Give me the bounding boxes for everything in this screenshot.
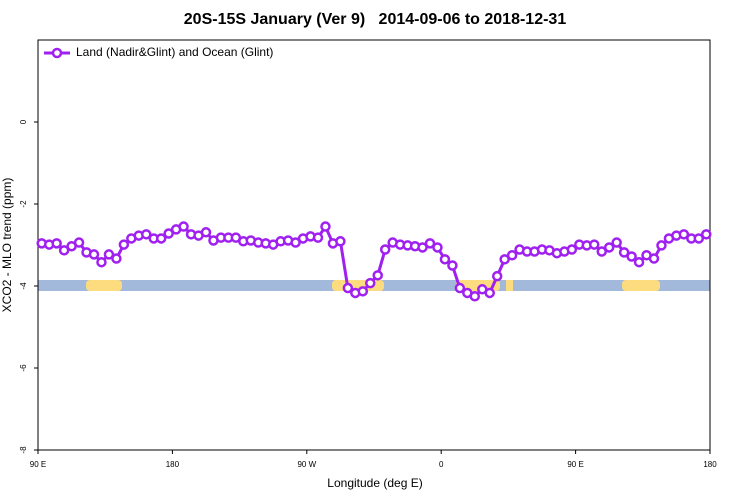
point	[633, 256, 645, 268]
point	[678, 229, 690, 240]
point	[417, 242, 428, 253]
land-patch	[622, 280, 660, 291]
point	[111, 253, 122, 264]
y-tick-label: -6	[19, 364, 28, 372]
x-tick-label: 90 E	[30, 460, 46, 469]
point	[447, 260, 458, 271]
point	[454, 282, 466, 294]
land-patch	[86, 280, 122, 291]
y-tick-label: 0	[19, 119, 28, 124]
x-tick-label: 0	[439, 460, 444, 469]
y-axis-label: XCO2 - MLO trend (ppm)	[0, 178, 14, 313]
point	[611, 237, 622, 248]
point	[96, 256, 107, 268]
land-patch	[506, 280, 513, 291]
point	[432, 242, 443, 253]
point	[648, 253, 660, 264]
point	[499, 254, 510, 265]
x-tick-label: 90 W	[297, 460, 316, 469]
point	[163, 228, 174, 239]
point	[335, 236, 346, 247]
y-tick-label: -4	[19, 282, 28, 290]
point	[365, 277, 376, 289]
point	[312, 232, 324, 243]
point	[626, 251, 637, 262]
point	[656, 240, 667, 251]
legend-label: Land (Nadir&Glint) and Ocean (Glint)	[76, 45, 273, 59]
point	[693, 233, 705, 244]
y-tick-label: -8	[19, 446, 28, 454]
point	[51, 238, 62, 249]
point	[506, 250, 518, 261]
point	[58, 245, 70, 256]
point	[379, 244, 391, 255]
point	[589, 239, 600, 250]
point	[155, 233, 167, 244]
y-tick-label: -2	[19, 200, 28, 208]
point	[88, 249, 100, 260]
point	[342, 282, 354, 294]
point	[320, 221, 331, 232]
x-tick-label: 90 E	[567, 460, 583, 469]
point	[141, 229, 152, 240]
point	[439, 254, 451, 265]
point	[484, 287, 495, 299]
point	[491, 270, 503, 282]
point	[178, 221, 189, 232]
point	[596, 246, 607, 257]
point	[618, 247, 630, 258]
point	[701, 229, 712, 240]
x-tick-label: 180	[703, 460, 717, 469]
x-tick-label: 180	[166, 460, 180, 469]
point	[603, 242, 615, 253]
point	[566, 244, 578, 255]
point	[424, 238, 436, 249]
point	[200, 227, 212, 238]
legend-marker	[51, 47, 63, 59]
point	[118, 239, 130, 250]
x-axis-label: Longitude (deg E)	[327, 476, 422, 490]
point	[290, 237, 301, 248]
point	[357, 286, 369, 297]
point	[372, 270, 383, 281]
chart-title: 20S-15S January (Ver 9) 2014-09-06 to 20…	[184, 11, 567, 28]
point	[73, 237, 85, 248]
point	[469, 291, 481, 302]
point	[103, 249, 115, 260]
